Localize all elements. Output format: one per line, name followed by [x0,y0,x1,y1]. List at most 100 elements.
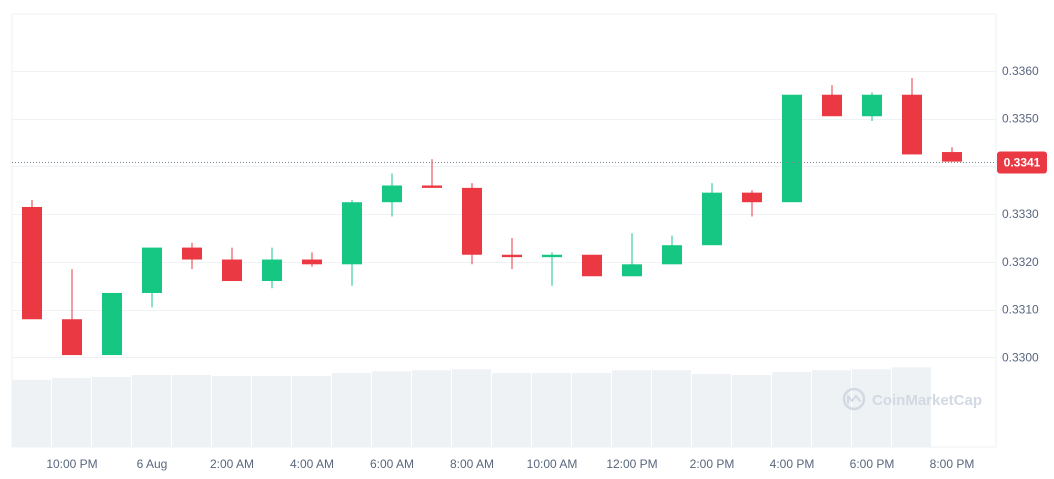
candle-body [902,94,922,155]
last-price-indicator: 0.3341 [12,151,1047,174]
candle-body [462,187,482,255]
candle-down [582,254,602,277]
candle-body [182,247,202,260]
volume-bar [892,367,931,447]
candle-up [262,247,282,289]
candle-body [542,254,562,258]
x-tick-label: 6:00 PM [850,457,895,471]
candle-down [822,85,842,117]
candle-down [942,147,962,162]
volume-bar [172,375,211,447]
x-tick-label: 8:00 AM [450,457,494,471]
candle-up [862,92,882,122]
candle-body [822,94,842,117]
volume-bar [572,373,611,447]
candle-body [142,247,162,293]
candle-down [462,183,482,265]
candle-body [382,185,402,203]
x-tick-label: 6 Aug [137,457,168,471]
volume-bar [52,377,91,447]
volume-bar [412,370,451,447]
volume-bar [612,370,651,447]
x-tick-label: 2:00 AM [210,457,254,471]
x-axis: 10:00 PM 6 Aug 2:00 AM 4:00 AM 6:00 AM 8:00 A… [46,457,974,471]
candle-body [742,192,762,203]
y-tick-label: 0.3350 [1002,112,1039,126]
y-tick-label: 0.3360 [1002,64,1039,78]
candle-body [782,94,802,203]
candle-up [662,235,682,265]
candle-body [422,185,442,188]
candle-down [422,159,442,188]
volume-bars [12,367,931,447]
candle-body [222,259,242,282]
volume-bar [292,375,331,447]
volume-bar [132,375,171,447]
candle-body [582,254,602,277]
last-price-label: 0.3341 [1004,156,1041,170]
candle-down [302,252,322,267]
candle-body [622,264,642,277]
volume-bar [372,371,411,447]
x-tick-label: 10:00 AM [527,457,578,471]
candle-body [22,206,42,320]
volume-bar [12,379,51,447]
candle-down [502,238,522,270]
last-price-badge [997,151,1047,174]
y-axis: 0.3300 0.3310 0.3320 0.3330 0.3350 0.3360 [1002,64,1039,365]
x-tick-label: 6:00 AM [370,457,414,471]
candle-up [142,247,162,308]
volume-bar [732,375,771,447]
candle-down [22,199,42,320]
candle-body [302,259,322,265]
volume-bar [452,369,491,447]
volume-bar [652,370,691,447]
candle-body [102,292,122,356]
x-tick-label: 12:00 PM [606,457,657,471]
x-tick-label: 10:00 PM [46,457,97,471]
candle-body [662,245,682,265]
volume-bar [92,376,131,447]
candle-down [742,190,762,217]
volume-bar [332,373,371,447]
watermark-label: CoinMarketCap [872,392,982,409]
candle-up [382,173,402,217]
candle-down [902,78,922,155]
candle-body [702,192,722,246]
x-tick-label: 2:00 PM [690,457,735,471]
candle-body [862,94,882,117]
volume-bar [532,373,571,447]
candle-body [62,319,82,356]
candle-down [62,269,82,356]
candle-up [542,252,562,286]
candle-body [502,254,522,258]
candle-down [182,242,202,270]
volume-bar [772,372,811,447]
volume-bar [252,375,291,447]
x-tick-label: 4:00 PM [770,457,815,471]
candle-down [222,247,242,282]
volume-bar [492,373,531,447]
candle-up [102,292,122,356]
volume-bar [692,374,731,447]
y-tick-label: 0.3300 [1002,350,1039,364]
y-tick-label: 0.3330 [1002,207,1039,221]
candle-up [622,233,642,277]
coinmarketcap-logo-mark-icon [847,395,861,404]
candle-up [782,94,802,203]
y-tick-label: 0.3320 [1002,255,1039,269]
x-tick-label: 8:00 PM [930,457,975,471]
candle-body [942,152,962,162]
candle-up [702,183,722,246]
volume-bar [212,375,251,447]
candle-up [342,199,362,286]
watermark: CoinMarketCap [842,387,982,411]
coinmarketcap-logo-icon [842,387,866,411]
x-tick-label: 4:00 AM [290,457,334,471]
candle-body [342,202,362,265]
y-tick-label: 0.3310 [1002,303,1039,317]
candle-body [262,259,282,282]
volume-bar [812,370,851,447]
candles [22,78,962,356]
